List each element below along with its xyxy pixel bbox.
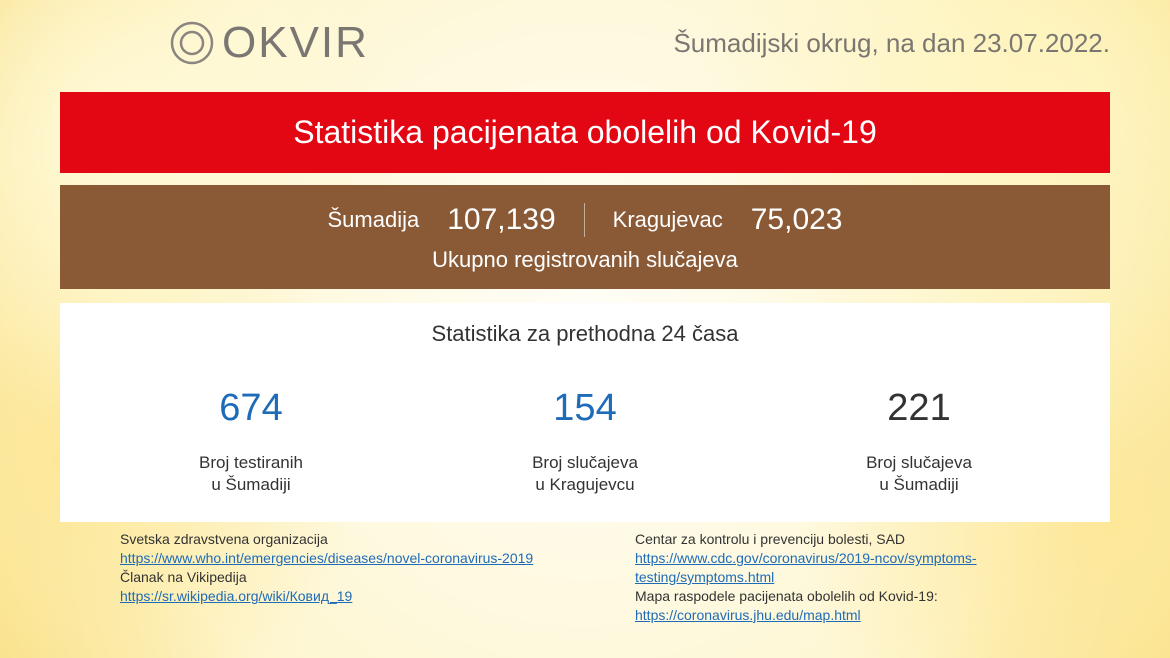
stat-value: 674 [84, 387, 418, 430]
region2-label: Kragujevac [613, 207, 723, 233]
stat-label: Broj slučajeva u Šumadiji [752, 452, 1086, 496]
footer-right: Centar za kontrolu i prevenciju bolesti,… [635, 530, 1050, 624]
footer-label: Svetska zdravstvena organizacija [120, 530, 535, 549]
stat-item: 674 Broj testiranih u Šumadiji [84, 387, 418, 496]
totals-banner: Šumadija 107,139 Kragujevac 75,023 Ukupn… [60, 185, 1110, 289]
footer-label: Mapa raspodele pacijenata obolelih od Ko… [635, 587, 1050, 606]
stats-title: Statistika za prethodna 24 časa [84, 321, 1086, 347]
footer-link[interactable]: https://www.cdc.gov/coronavirus/2019-nco… [635, 549, 1050, 587]
region1-label: Šumadija [327, 207, 419, 233]
title-banner: Statistika pacijenata obolelih od Kovid-… [60, 92, 1110, 173]
stat-item: 221 Broj slučajeva u Šumadiji [752, 387, 1086, 496]
footer-left: Svetska zdravstvena organizacijahttps://… [120, 530, 535, 624]
footer-link[interactable]: https://sr.wikipedia.org/wiki/Ковид_19 [120, 587, 535, 606]
footer-link[interactable]: https://coronavirus.jhu.edu/map.html [635, 606, 1050, 625]
totals-row: Šumadija 107,139 Kragujevac 75,023 [80, 203, 1090, 237]
stat-label: Broj testiranih u Šumadiji [84, 452, 418, 496]
stat-value: 154 [418, 387, 752, 430]
footer-label: Članak na Vikipedija [120, 568, 535, 587]
stat-item: 154 Broj slučajeva u Kragujevcu [418, 387, 752, 496]
divider [584, 203, 585, 237]
logo-text: OKVIR [222, 18, 369, 68]
footer-link[interactable]: https://www.who.int/emergencies/diseases… [120, 549, 535, 568]
stats-row: 674Broj testiranih u Šumadiji154Broj slu… [84, 387, 1086, 496]
stat-label: Broj slučajeva u Kragujevcu [418, 452, 752, 496]
region2-value: 75,023 [751, 203, 843, 237]
footer: Svetska zdravstvena organizacijahttps://… [0, 530, 1170, 624]
header-date: Šumadijski okrug, na dan 23.07.2022. [673, 28, 1110, 59]
header: OKVIR Šumadijski okrug, na dan 23.07.202… [0, 0, 1170, 86]
stats-panel: Statistika za prethodna 24 časa 674Broj … [60, 303, 1110, 522]
region1-value: 107,139 [447, 203, 555, 237]
logo: OKVIR [170, 18, 369, 68]
footer-label: Centar za kontrolu i prevenciju bolesti,… [635, 530, 1050, 549]
stat-value: 221 [752, 387, 1086, 430]
logo-icon [170, 21, 214, 65]
totals-subtitle: Ukupno registrovanih slučajeva [80, 247, 1090, 273]
